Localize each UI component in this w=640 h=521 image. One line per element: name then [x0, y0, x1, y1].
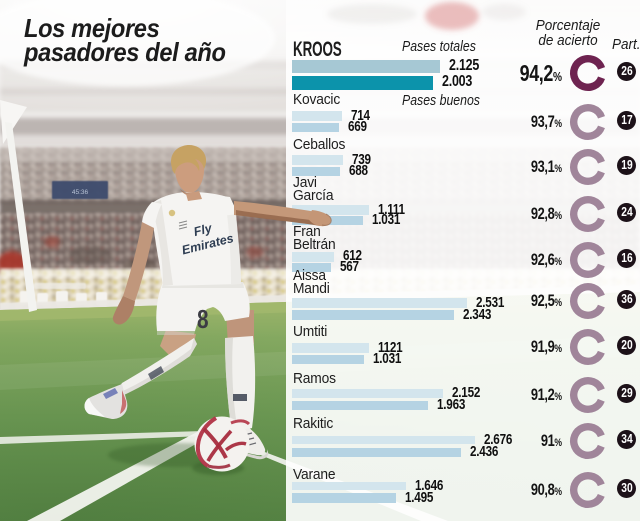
svg-text:45:36: 45:36 — [72, 189, 89, 196]
svg-text:8: 8 — [197, 305, 209, 334]
svg-text:Fly: Fly — [192, 221, 214, 239]
